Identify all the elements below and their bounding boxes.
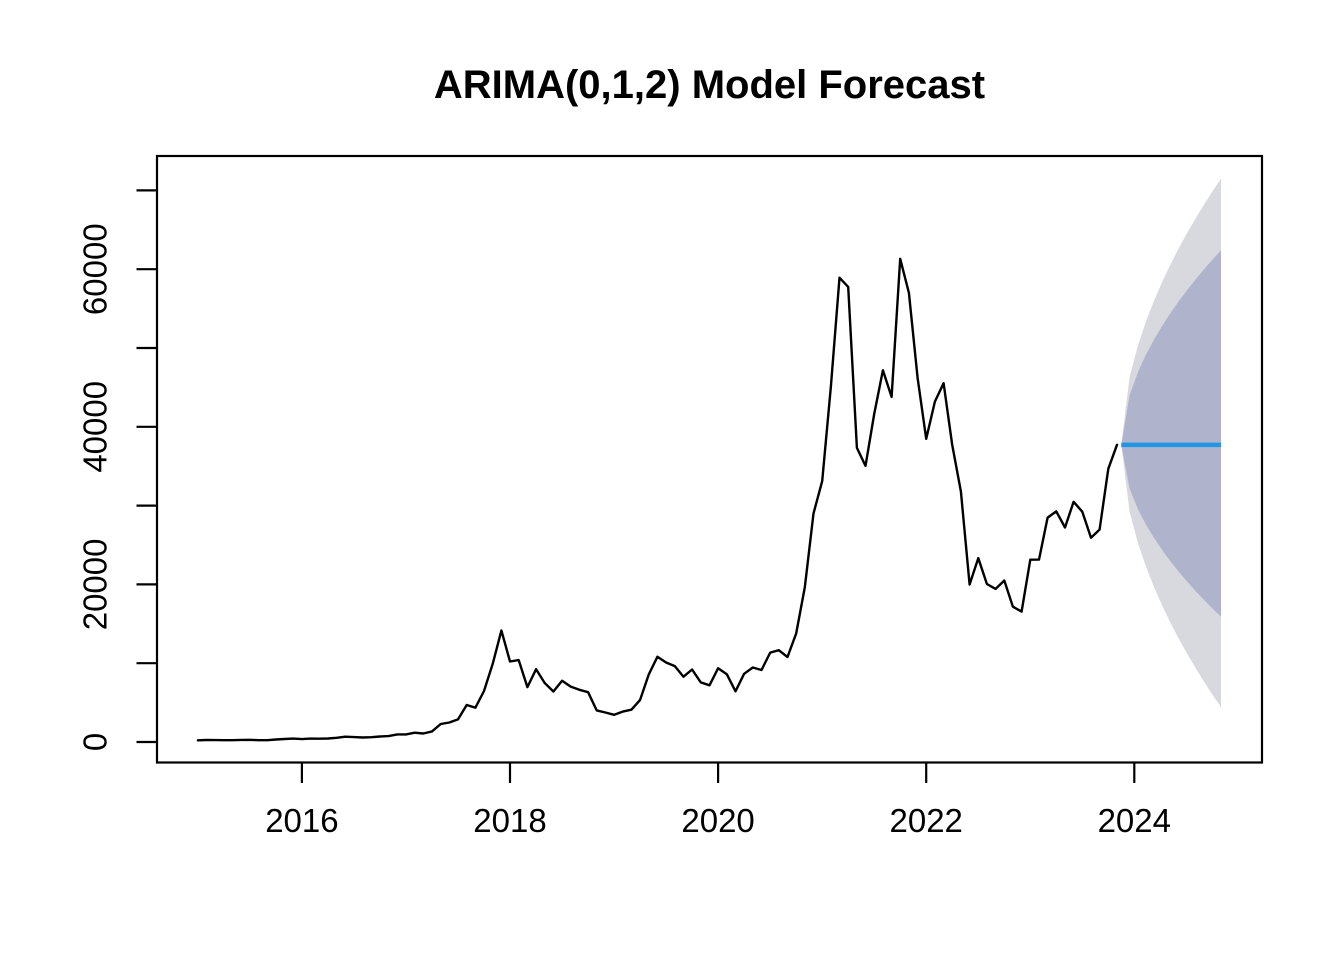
observed-series-line [196,257,1119,742]
plot-box [155,154,1264,764]
axes: 2016 2018 2020 2022 2024 0 20000 40000 60000 [77,154,1264,839]
y-tick-label: 60000 [77,223,114,315]
x-tick-label: 2018 [473,802,546,839]
y-tick-label: 40000 [77,381,114,473]
x-tick-label: 2024 [1098,802,1171,839]
chart-title: ARIMA(0,1,2) Model Forecast [434,63,985,107]
x-tick-label: 2020 [681,802,754,839]
x-tick-label: 2022 [889,802,962,839]
y-tick-label: 20000 [77,539,114,631]
series-lines [196,257,1221,742]
interval-band-80 [1121,250,1221,617]
x-tick-label: 2016 [265,802,338,839]
y-tick-label: 0 [77,733,114,751]
